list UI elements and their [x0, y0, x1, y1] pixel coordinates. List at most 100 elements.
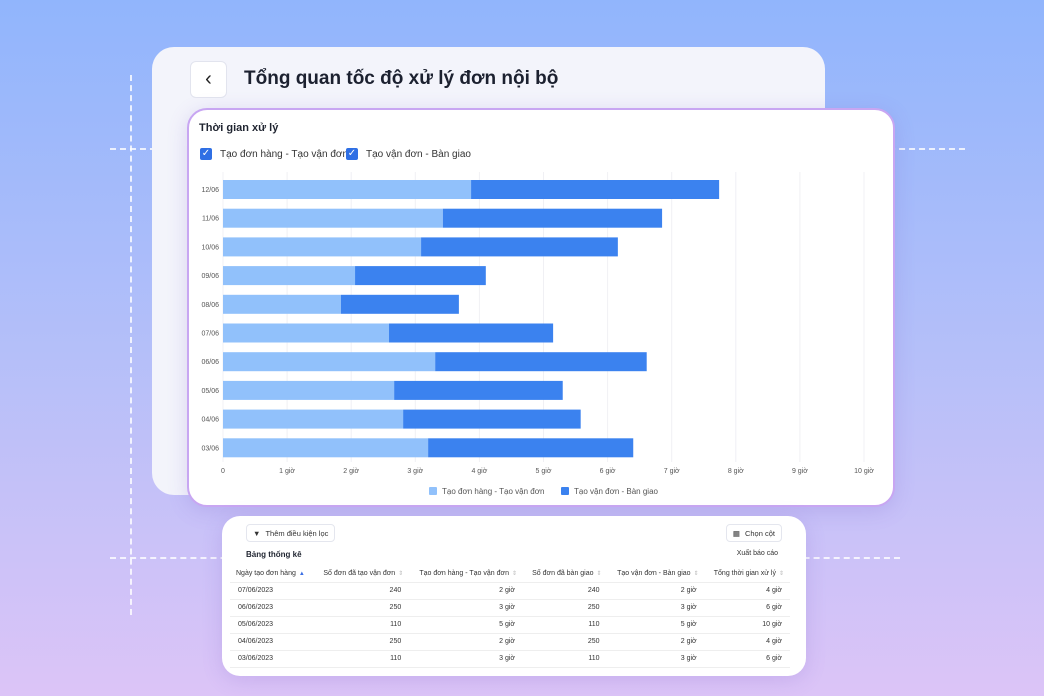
sort-icon[interactable]: ▲ — [298, 571, 305, 578]
bar-segment-2 — [435, 352, 647, 372]
bar-chart: 0 1 giờ 2 giờ 3 giờ 4 giờ 5 giờ 6 giờ 7 giờ 8 gi… — [201, 172, 874, 496]
table-row[interactable]: 05/06/2023 110 5 giờ 110 5 giờ 10 giờ — [230, 616, 790, 634]
table-cell: 06/06/2023 — [230, 599, 314, 617]
table-cell: 110 — [523, 616, 608, 634]
table-cell: 10 giờ — [704, 616, 790, 634]
table-cell: 2 giờ — [607, 633, 705, 651]
table-row[interactable]: 07/06/2023 240 2 giờ 240 2 giờ 4 giờ — [230, 582, 790, 600]
guide-line — [130, 75, 132, 615]
bar-segment-1 — [223, 208, 443, 228]
column-header-label: Tạo vận đơn - Bàn giao — [617, 570, 691, 578]
table-cell: 110 — [523, 650, 608, 668]
bar-segment-2 — [421, 237, 618, 257]
checkbox-series-1[interactable]: ✓ Tạo đơn hàng - Tạo vận đơn — [200, 148, 348, 160]
table-header-row: Ngày tạo đơn hàng ▲ Số đơn đã tạo vận đơn ⇕… — [230, 566, 790, 583]
table-cell: 05/06/2023 — [230, 616, 314, 634]
legend-swatch — [429, 487, 437, 495]
column-header[interactable]: Số đơn đã tạo vận đơn ⇕ — [313, 566, 410, 583]
bar-segment-2 — [471, 180, 720, 199]
sort-icon[interactable]: ⇕ — [512, 571, 518, 578]
table-cell: 2 giờ — [607, 582, 705, 600]
table-cell: 250 — [313, 633, 410, 651]
y-tick-label: 12/06 — [201, 187, 219, 194]
column-header-label: Số đơn đã tạo vận đơn — [323, 570, 396, 578]
y-tick-label: 03/06 — [201, 445, 219, 452]
table-cell: 6 giờ — [704, 599, 790, 617]
check-icon: ✓ — [346, 148, 358, 160]
table-cell: 03/06/2023 — [230, 650, 314, 668]
choose-columns-button[interactable]: ▦ Chọn cột — [725, 524, 782, 542]
table-cell: 5 giờ — [607, 616, 705, 634]
bar-segment-2 — [394, 380, 563, 400]
y-tick-label: 10/06 — [201, 244, 219, 251]
table-cell: 240 — [523, 582, 608, 600]
sort-icon[interactable]: ⇕ — [693, 571, 699, 578]
bar-segment-2 — [428, 438, 634, 458]
x-tick-label: 8 giờ — [728, 468, 744, 475]
bar-segment-2 — [403, 409, 581, 429]
y-tick-label: 08/06 — [201, 302, 219, 309]
back-button[interactable]: ‹ — [190, 61, 227, 98]
table-row[interactable]: 04/06/2023 250 2 giờ 250 2 giờ 4 giờ — [230, 633, 790, 651]
bar-segment-1 — [223, 409, 404, 429]
x-tick-label: 10 giờ — [854, 468, 874, 475]
column-header[interactable]: Số đơn đã bàn giao ⇕ — [523, 566, 608, 583]
filter-icon: ▼ — [253, 528, 261, 538]
column-header-label: Tạo đơn hàng - Tạo vận đơn — [419, 570, 509, 578]
column-header[interactable]: Tổng thời gian xử lý ⇕ — [704, 566, 790, 583]
table-cell: 250 — [313, 599, 410, 617]
checkbox-label: Tạo vận đơn - Bàn giao — [366, 148, 471, 160]
bar-segment-1 — [223, 352, 436, 372]
table-cell: 250 — [523, 599, 608, 617]
chart-card: Thời gian xử lý ✓ Tạo đơn hàng - Tạo vận … — [187, 108, 895, 507]
export-report-link[interactable]: Xuất báo cáo — [736, 550, 778, 557]
button-label: Chọn cột — [744, 528, 775, 538]
legend-label: Tạo vận đơn - Bàn giao — [574, 487, 659, 496]
table-cell: 3 giờ — [409, 650, 524, 668]
bar-segment-1 — [223, 294, 341, 314]
y-tick-label: 06/06 — [201, 359, 219, 366]
table-cell: 07/06/2023 — [230, 582, 314, 600]
x-tick-label: 5 giờ — [536, 468, 552, 475]
y-tick-label: 11/06 — [202, 216, 219, 223]
table-cell: 2 giờ — [409, 633, 524, 651]
add-filter-button[interactable]: ▼ Thêm điều kiện lọc — [246, 524, 336, 542]
table-cell: 110 — [313, 616, 410, 634]
table-cell: 3 giờ — [409, 599, 524, 617]
bar-segment-1 — [223, 380, 395, 400]
table-cell: 4 giờ — [704, 582, 790, 600]
sort-icon[interactable]: ⇕ — [398, 571, 404, 578]
x-tick-label: 6 giờ — [600, 468, 616, 475]
table-row[interactable]: 03/06/2023 110 3 giờ 110 3 giờ 6 giờ — [230, 650, 790, 668]
x-tick-label: 0 — [221, 468, 225, 475]
x-tick-label: 2 giờ — [343, 468, 359, 475]
y-tick-label: 07/06 — [201, 331, 219, 338]
y-tick-label: 09/06 — [201, 273, 219, 280]
sort-icon[interactable]: ⇕ — [596, 571, 602, 578]
table-cell: 5 giờ — [409, 616, 524, 634]
table-cell: 04/06/2023 — [230, 633, 314, 651]
column-header[interactable]: Tạo vận đơn - Bàn giao ⇕ — [607, 566, 705, 583]
column-header[interactable]: Tạo đơn hàng - Tạo vận đơn ⇕ — [409, 566, 524, 583]
x-tick-label: 3 giờ — [407, 468, 423, 475]
sort-icon[interactable]: ⇕ — [778, 571, 784, 578]
table-cell: 3 giờ — [607, 650, 705, 668]
y-tick-label: 04/06 — [201, 417, 219, 424]
x-tick-label: 9 giờ — [792, 468, 808, 475]
bar-segment-1 — [223, 438, 429, 458]
stats-table: Ngày tạo đơn hàng ▲ Số đơn đã tạo vận đơn ⇕… — [230, 566, 790, 668]
table-columns-icon: ▦ — [732, 528, 740, 538]
table-title: Bảng thống kê — [246, 550, 302, 559]
chart-title: Thời gian xử lý — [199, 122, 279, 134]
bar-segment-1 — [223, 266, 356, 286]
bar-segment-2 — [355, 266, 486, 286]
table-card: ▼ Thêm điều kiện lọc ▦ Chọn cột Bảng thống… — [222, 516, 806, 676]
table-row[interactable]: 06/06/2023 250 3 giờ 250 3 giờ 6 giờ — [230, 599, 790, 617]
bar-segment-2 — [442, 208, 663, 228]
legend-label: Tạo đơn hàng - Tạo vận đơn — [442, 487, 544, 496]
column-header-label: Tổng thời gian xử lý — [713, 570, 776, 578]
table-cell: 250 — [523, 633, 608, 651]
checkbox-series-2[interactable]: ✓ Tạo vận đơn - Bàn giao — [346, 148, 471, 160]
column-header[interactable]: Ngày tạo đơn hàng ▲ — [230, 566, 314, 583]
page-title: Tổng quan tốc độ xử lý đơn nội bộ — [244, 68, 559, 89]
